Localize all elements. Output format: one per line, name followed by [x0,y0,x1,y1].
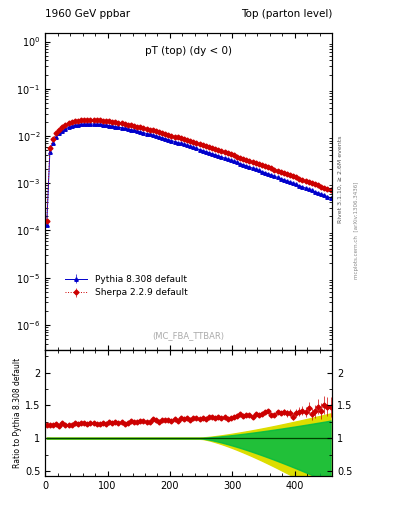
Legend: Pythia 8.308 default, Sherpa 2.2.9 default: Pythia 8.308 default, Sherpa 2.2.9 defau… [61,271,191,301]
Text: mcplots.cern.ch  [arXiv:1306.3436]: mcplots.cern.ch [arXiv:1306.3436] [354,182,359,279]
Text: Top (parton level): Top (parton level) [241,9,332,19]
Text: (MC_FBA_TTBAR): (MC_FBA_TTBAR) [152,331,225,340]
Y-axis label: Ratio to Pythia 8.308 default: Ratio to Pythia 8.308 default [13,358,22,468]
Text: pT (top) (dy < 0): pT (top) (dy < 0) [145,46,232,56]
Text: Rivet 3.1.10, ≥ 2.6M events: Rivet 3.1.10, ≥ 2.6M events [338,136,343,223]
Text: 1960 GeV ppbar: 1960 GeV ppbar [45,9,130,19]
